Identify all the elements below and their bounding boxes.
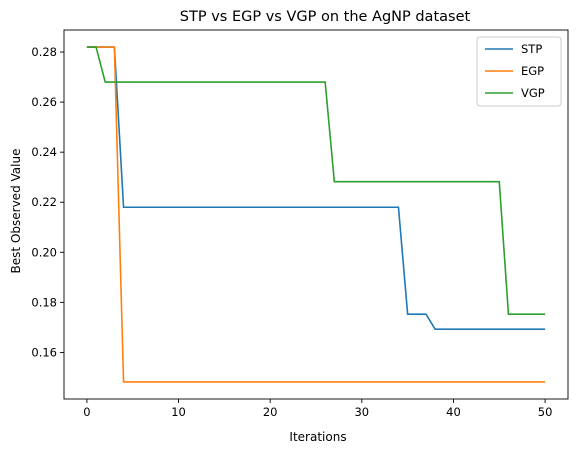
y-tick-label: 0.18 [31,295,57,309]
x-tick-label: 50 [538,405,553,419]
x-tick-label: 40 [446,405,461,419]
y-tick-label: 0.22 [31,195,57,209]
x-axis-ticks: 0 10 20 30 40 50 [83,399,552,419]
y-tick-label: 0.16 [31,345,57,359]
y-axis-label: Best Observed Value [9,149,23,274]
legend-label-stp: STP [521,42,542,56]
chart-title: STP vs EGP vs VGP on the AgNP dataset [180,9,471,25]
x-tick-label: 0 [83,405,90,419]
x-axis-label: Iterations [289,430,346,444]
y-tick-label: 0.28 [31,45,57,59]
series-line-vgp [87,47,545,314]
y-tick-label: 0.24 [31,145,57,159]
y-tick-label: 0.20 [31,245,57,259]
legend: STP EGP VGP [477,37,561,106]
x-tick-label: 20 [263,405,278,419]
series-line-stp [87,47,545,329]
y-tick-label: 0.26 [31,95,57,109]
x-tick-label: 30 [354,405,369,419]
x-tick-label: 10 [171,405,186,419]
legend-label-vgp: VGP [521,86,545,100]
plot-lines [87,47,545,382]
legend-label-egp: EGP [521,64,544,78]
y-axis-ticks: 0.16 0.18 0.20 0.22 0.24 0.26 0.28 [31,45,64,359]
series-line-egp [87,47,545,382]
